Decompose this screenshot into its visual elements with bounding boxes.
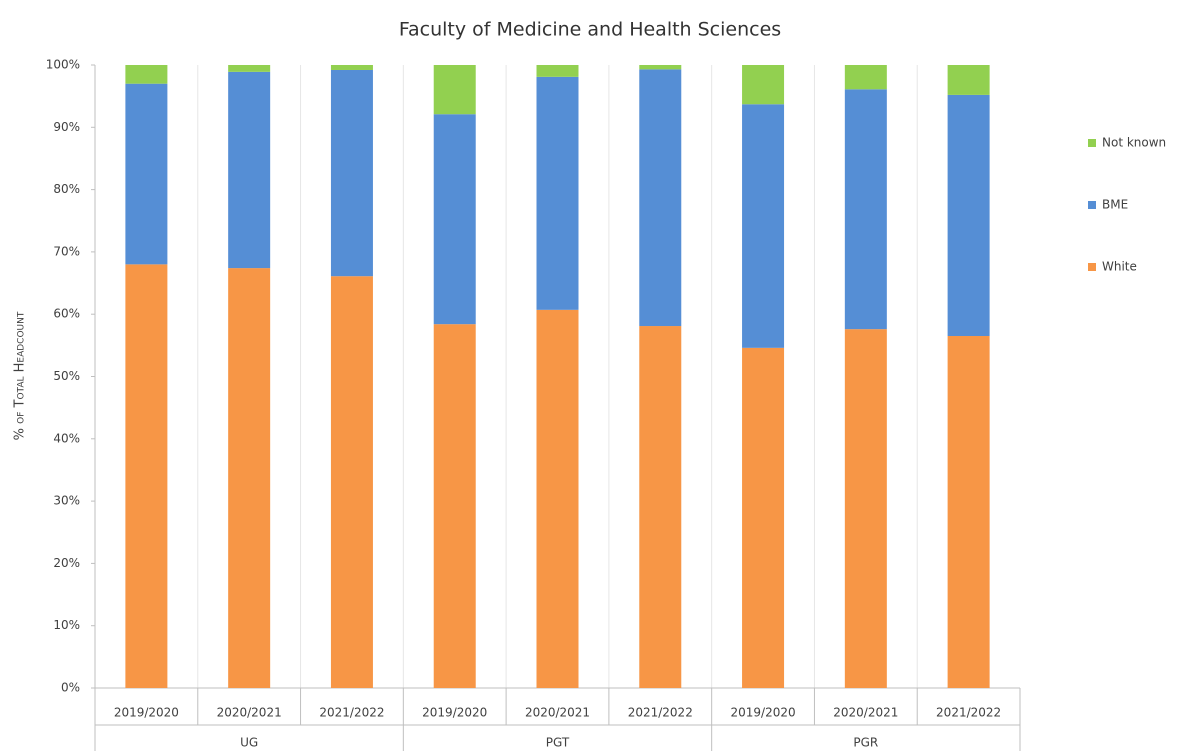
x-tick-label: 2021/2022 <box>628 706 693 720</box>
x-tick-label: 2020/2021 <box>833 706 898 720</box>
legend-swatch <box>1088 263 1096 271</box>
bar-segment <box>330 69 373 277</box>
y-tick-label: 100% <box>46 58 80 72</box>
bar-segment <box>433 324 476 688</box>
bar-segment <box>228 65 271 72</box>
y-axis-label: % of Total Headcount <box>13 311 28 440</box>
y-tick-label: 50% <box>53 369 80 383</box>
bar-segment <box>639 326 682 688</box>
bar-segment <box>742 347 785 688</box>
bar-segment <box>330 276 373 688</box>
group-label: PGT <box>546 736 570 750</box>
bar-segment <box>947 94 990 337</box>
bar-segment <box>228 71 271 269</box>
x-tick-label: 2021/2022 <box>936 706 1001 720</box>
legend-swatch <box>1088 139 1096 147</box>
bar-segment <box>947 336 990 688</box>
bar-segment <box>125 83 168 265</box>
y-tick-label: 30% <box>53 494 80 508</box>
group-label: UG <box>240 736 258 750</box>
y-tick-label: 20% <box>53 556 80 570</box>
bar-segment <box>433 65 476 115</box>
y-tick-label: 80% <box>53 182 80 196</box>
y-tick-label: 60% <box>53 307 80 321</box>
x-tick-label: 2021/2022 <box>319 706 384 720</box>
bar-segment <box>536 76 579 310</box>
legend-swatch <box>1088 201 1096 209</box>
x-tick-label: 2020/2021 <box>217 706 282 720</box>
legend-label: Not known <box>1102 136 1166 150</box>
legend-label: BME <box>1102 198 1128 212</box>
bar-segment <box>742 65 785 105</box>
bar-segment <box>125 264 168 688</box>
y-tick-label: 0% <box>61 681 80 695</box>
x-tick-label: 2019/2020 <box>730 706 795 720</box>
chart-title: Faculty of Medicine and Health Sciences <box>399 19 781 41</box>
bar-segment <box>228 268 271 688</box>
x-tick-label: 2020/2021 <box>525 706 590 720</box>
group-label: PGR <box>853 736 878 750</box>
y-tick-label: 40% <box>53 431 80 445</box>
bar-segment <box>433 114 476 325</box>
y-tick-label: 70% <box>53 244 80 258</box>
bar-segment <box>844 89 887 330</box>
bar-segment <box>125 65 168 84</box>
y-tick-label: 90% <box>53 120 80 134</box>
x-tick-label: 2019/2020 <box>422 706 487 720</box>
bar-segment <box>536 309 579 688</box>
bar-segment <box>536 65 579 77</box>
bar-segment <box>639 65 682 70</box>
bar-segment <box>742 104 785 348</box>
bar-segment <box>639 69 682 327</box>
bar-segment <box>844 65 887 90</box>
x-tick-label: 2019/2020 <box>114 706 179 720</box>
bar-segment <box>947 65 990 95</box>
bar-segment <box>330 65 373 70</box>
y-tick-label: 10% <box>53 618 80 632</box>
bar-segment <box>844 329 887 688</box>
legend-label: White <box>1102 260 1137 274</box>
